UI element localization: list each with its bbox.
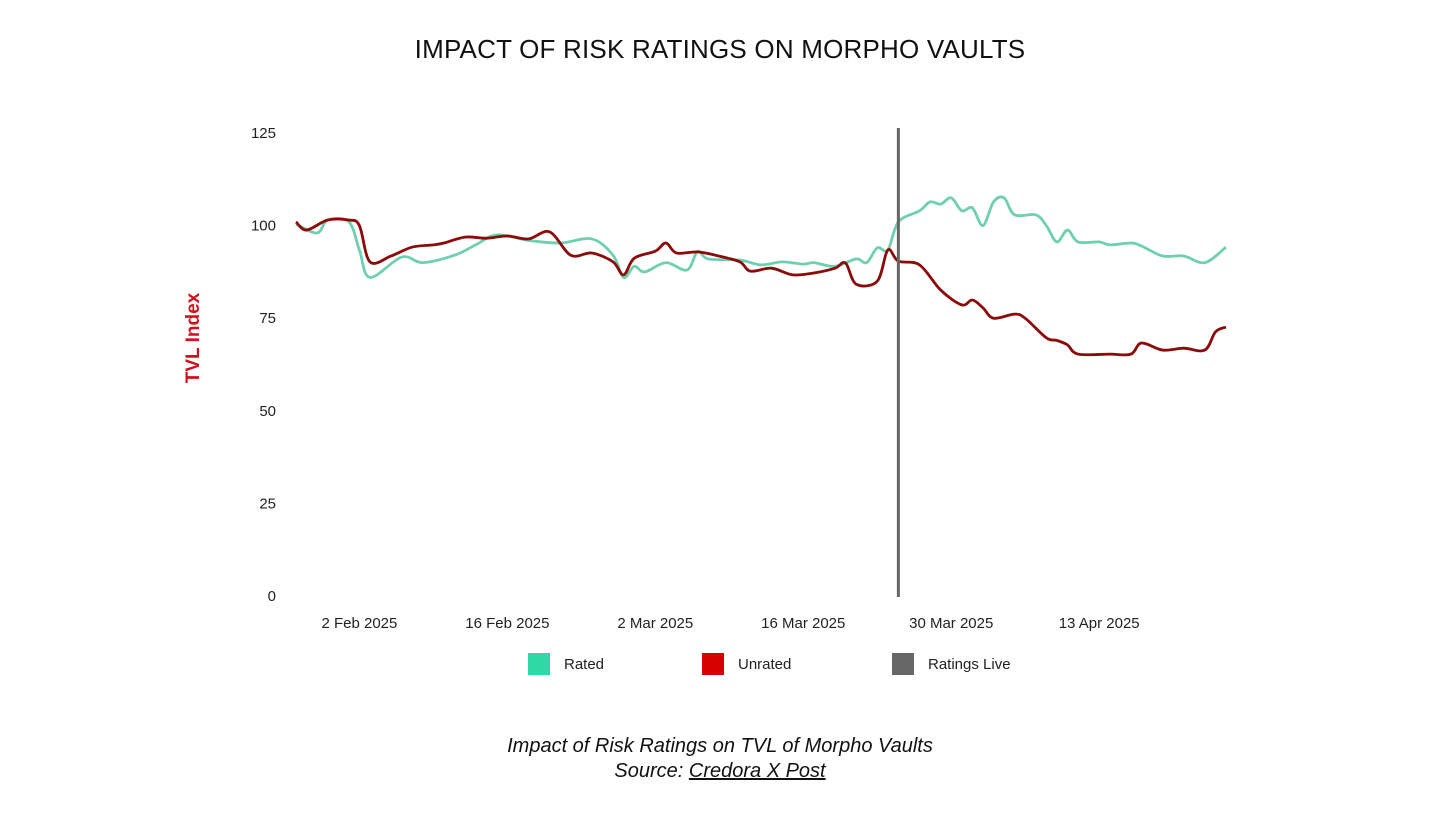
legend-item: Rated [528,653,604,675]
y-tick-label: 0 [268,588,276,605]
x-tick-label: 30 Mar 2025 [909,615,993,632]
x-tick-label: 16 Mar 2025 [761,615,845,632]
x-axis-ticks: 2 Feb 2025 16 Feb 2025 2 Mar 2025 16 Mar 20… [321,615,1139,632]
caption: Impact of Risk Ratings on TVL of Morpho … [0,734,1440,784]
legend-label: Unrated [738,655,792,673]
y-tick-label: 50 [259,403,276,420]
legend-label: Ratings Live [928,655,1011,673]
series-line-rated [295,195,1227,279]
y-tick-label: 100 [251,218,276,235]
legend: Rated Unrated Ratings Live [0,653,1440,677]
legend-swatch [702,653,724,675]
legend-label: Rated [564,655,605,673]
series-lines [295,195,1227,357]
y-tick-label: 25 [259,495,276,512]
x-tick-label: 16 Feb 2025 [465,615,549,632]
y-tick-label: 125 [251,125,276,142]
x-tick-label: 2 Feb 2025 [321,615,397,632]
caption-title: Impact of Risk Ratings on TVL of Morpho … [507,735,933,757]
y-tick-label: 75 [259,310,276,327]
legend-swatch [892,653,914,675]
caption-source: Source: Credora X Post [0,759,1440,784]
x-tick-label: 2 Mar 2025 [617,615,693,632]
legend-item: Unrated [702,653,791,675]
series-line-unrated [295,217,1227,357]
legend-swatch [528,653,550,675]
source-link[interactable]: Credora X Post [688,760,826,782]
x-tick-label: 13 Apr 2025 [1059,615,1140,632]
source-prefix: Source: [614,760,689,782]
y-axis-ticks: 0 25 50 75 100 125 [251,125,276,605]
legend-item: Ratings Live [892,653,1011,675]
chart-title: IMPACT OF RISK RATINGS ON MORPHO VAULTS [414,34,1026,64]
